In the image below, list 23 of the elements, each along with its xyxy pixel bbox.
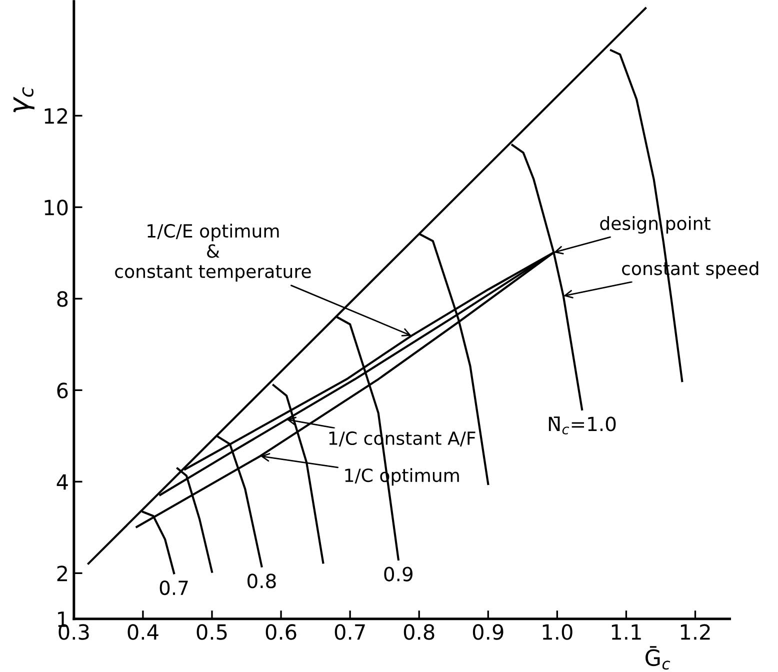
x-tick-label: 0.9 bbox=[472, 624, 504, 640]
x-tick-label: 1.1 bbox=[612, 624, 641, 640]
y-tick-label: 6 bbox=[57, 382, 68, 398]
y-tick-label: 12 bbox=[44, 108, 67, 124]
annotation: design point bbox=[600, 216, 710, 234]
series-label: 0.7 bbox=[160, 580, 188, 596]
y-axis-title: γ$_{c}$ bbox=[13, 87, 34, 112]
y-tick-label: 10 bbox=[44, 200, 68, 216]
x-tick-label: 0.7 bbox=[334, 624, 365, 640]
x-tick-label: 1.2 bbox=[680, 624, 710, 640]
series-label: 0.8 bbox=[248, 574, 276, 588]
x-axis-title: Ḡ$_{c}$ bbox=[646, 646, 670, 670]
x-tick-label: 0.8 bbox=[404, 624, 434, 640]
y-tick-label: 8 bbox=[57, 291, 68, 307]
x-tick-label: 0.4 bbox=[128, 624, 158, 640]
series-label: N̄$_{c}$=1.0 bbox=[548, 416, 616, 434]
y-tick-label: 4 bbox=[56, 474, 68, 490]
annotation: 1/C/E optimum & constant temperature bbox=[115, 224, 311, 282]
series-label: 0.9 bbox=[384, 566, 412, 582]
x-tick-label: 0.6 bbox=[266, 624, 296, 640]
y-tick-label: 2 bbox=[57, 566, 67, 582]
x-tick-label: 1.0 bbox=[542, 624, 572, 640]
x-tick-label: 0.5 bbox=[196, 624, 227, 640]
